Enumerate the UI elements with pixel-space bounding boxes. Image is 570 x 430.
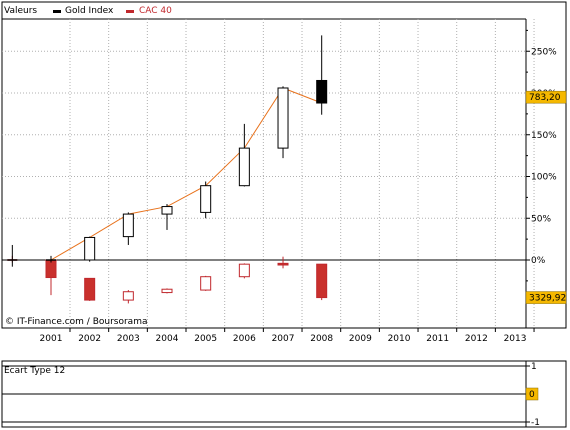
x-axis: 2001 2002 2003 2004 2005 2006 2007 2008 2009 2010… xyxy=(2,327,535,344)
x-grid xyxy=(69,19,535,328)
gold-close-line xyxy=(50,87,322,261)
legend: Valeurs Gold Index CAC 40 xyxy=(4,6,172,16)
x-tick-label: 2002 xyxy=(78,334,101,344)
x-tick-label: 2010 xyxy=(388,334,411,344)
legend-swatch-cac40 xyxy=(126,10,134,13)
y-tick-label: 50% xyxy=(531,214,551,224)
cac40-candle-body xyxy=(316,263,328,299)
y-grid xyxy=(2,50,526,219)
cac40-candle-body xyxy=(238,263,250,278)
indicator-badge: 0 xyxy=(525,387,539,401)
gold-candle-body xyxy=(277,87,289,149)
main-chart-panel: Valeurs Gold Index CAC 40 250%200%150%10… xyxy=(1,1,567,329)
gold-candle-body xyxy=(238,147,250,187)
x-tick-label: 2012 xyxy=(465,334,488,344)
x-tick-label: 2011 xyxy=(426,334,449,344)
y-tick-label: 250% xyxy=(531,47,557,57)
indicator-tick-label: 1 xyxy=(531,362,537,372)
gold-candle-body xyxy=(200,185,212,213)
indicator-grid xyxy=(2,365,526,423)
y-tick-label: 150% xyxy=(531,131,557,141)
legend-label-gold: Gold Index xyxy=(65,6,114,16)
cac40-candle-body xyxy=(161,288,173,294)
last-value-label: 3329,92 xyxy=(529,294,566,304)
x-tick-label: 2003 xyxy=(117,334,140,344)
last-value-badges: 783,20 3329,92 xyxy=(525,90,567,304)
cac40-candle-body xyxy=(45,259,57,279)
gold-candles xyxy=(7,35,328,267)
indicator-title: Ecart Type 12 xyxy=(4,366,65,376)
cac40-candles xyxy=(7,255,328,304)
indicator-panel: Ecart Type 12 10-1 0 xyxy=(1,360,567,428)
indicator-value-badge xyxy=(525,387,539,401)
cac40-candle-body xyxy=(200,276,212,291)
cac40-candle-body xyxy=(122,291,134,301)
legend-title: Valeurs xyxy=(4,6,37,16)
x-tick-labels: 2001 2002 2003 2004 2005 2006 2007 2008 2009 2010… xyxy=(40,328,535,344)
y-tick-label: 100% xyxy=(531,173,557,183)
legend-swatch-gold xyxy=(53,10,61,13)
main-chart-border xyxy=(1,1,567,329)
cac40-candle-body xyxy=(84,277,96,301)
gold-close-polyline xyxy=(50,87,322,261)
x-tick-label: 2009 xyxy=(349,334,372,344)
indicator-value-label: 0 xyxy=(529,390,535,400)
gold-candle-body xyxy=(161,206,173,215)
x-tick-label: 2007 xyxy=(272,334,295,344)
last-value-label: 783,20 xyxy=(529,93,561,103)
y-tick-label: 0% xyxy=(531,256,546,266)
last-value-badge xyxy=(525,291,567,304)
x-tick-label: 2005 xyxy=(194,334,217,344)
x-tick-label: 2008 xyxy=(310,334,333,344)
cac40-candle-body xyxy=(277,262,289,266)
gold-candle-body xyxy=(84,236,96,261)
x-tick-label: 2013 xyxy=(504,334,527,344)
legend-label-cac40: CAC 40 xyxy=(139,6,172,16)
x-tick-label: 2001 xyxy=(40,334,63,344)
x-tick-label: 2004 xyxy=(156,334,179,344)
gold-candle-body xyxy=(316,79,328,104)
x-tick-label: 2006 xyxy=(233,334,256,344)
gold-candle-body xyxy=(122,213,134,238)
indicator-tick-label: -1 xyxy=(531,418,540,428)
credit-text: © IT-Finance.com / Boursorama xyxy=(5,317,147,327)
last-value-badge xyxy=(525,90,567,104)
